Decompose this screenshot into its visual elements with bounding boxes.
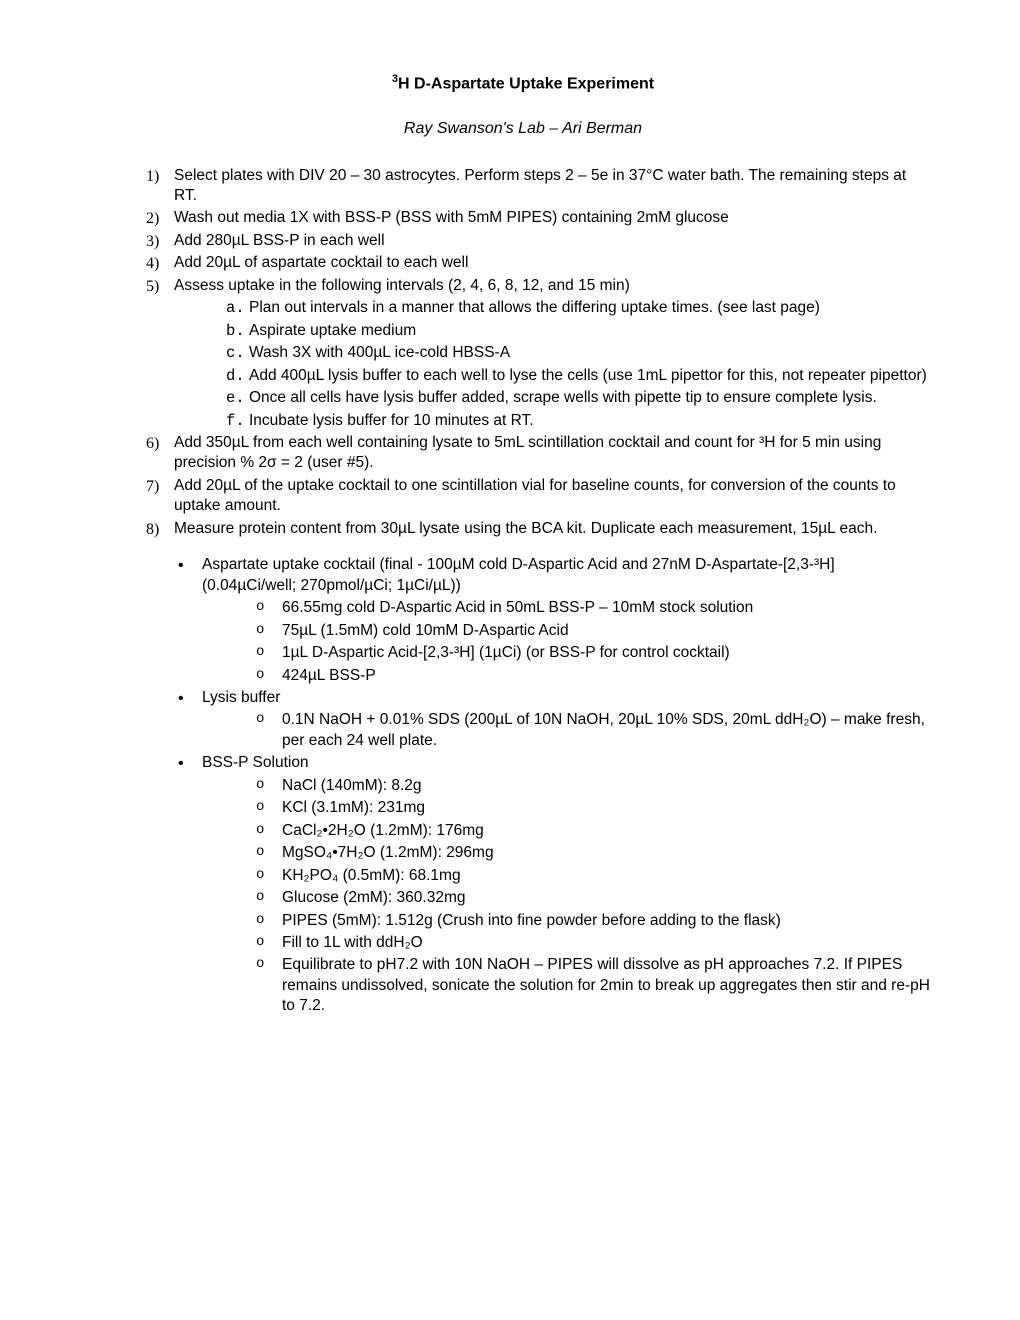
main-steps-list: Select plates with DIV 20 – 30 astrocyte…	[116, 166, 930, 540]
step-5-text: Assess uptake in the following intervals…	[174, 277, 630, 294]
title-text: H D-Aspartate Uptake Experiment	[398, 75, 654, 92]
cocktail-item-3: 424µL BSS-P	[252, 666, 930, 686]
document-title: 3H D-Aspartate Uptake Experiment	[116, 72, 930, 94]
step-8: Measure protein content from 30µL lysate…	[146, 519, 930, 539]
recipe-cocktail-items: 66.55mg cold D-Aspartic Acid in 50mL BSS…	[202, 598, 930, 686]
step-7: Add 20µL of the uptake cocktail to one s…	[146, 476, 930, 517]
document-subtitle: Ray Swanson's Lab – Ari Berman	[116, 118, 930, 139]
bssp-item-6: PIPES (5mM): 1.512g (Crush into fine pow…	[252, 911, 930, 931]
bssp-item-4: KH₂PO₄ (0.5mM): 68.1mg	[252, 866, 930, 886]
recipe-lysis-items: 0.1N NaOH + 0.01% SDS (200µL of 10N NaOH…	[202, 710, 930, 751]
bssp-item-0: NaCl (140mM): 8.2g	[252, 776, 930, 796]
substep-5f: Incubate lysis buffer for 10 minutes at …	[226, 411, 930, 431]
substep-5a: Plan out intervals in a manner that allo…	[226, 298, 930, 318]
step-2: Wash out media 1X with BSS-P (BSS with 5…	[146, 208, 930, 228]
cocktail-item-1: 75µL (1.5mM) cold 10mM D-Aspartic Acid	[252, 621, 930, 641]
step-4: Add 20µL of aspartate cocktail to each w…	[146, 253, 930, 273]
step-1: Select plates with DIV 20 – 30 astrocyte…	[146, 166, 930, 207]
step-6: Add 350µL from each well containing lysa…	[146, 433, 930, 474]
bssp-item-5: Glucose (2mM): 360.32mg	[252, 888, 930, 908]
recipes-list: Aspartate uptake cocktail (final - 100µM…	[116, 555, 930, 1017]
cocktail-item-2: 1µL D-Aspartic Acid-[2,3-³H] (1µCi) (or …	[252, 643, 930, 663]
substep-5e: Once all cells have lysis buffer added, …	[226, 388, 930, 408]
step-3: Add 280µL BSS-P in each well	[146, 231, 930, 251]
cocktail-item-0: 66.55mg cold D-Aspartic Acid in 50mL BSS…	[252, 598, 930, 618]
lysis-item-0: 0.1N NaOH + 0.01% SDS (200µL of 10N NaOH…	[252, 710, 930, 751]
bssp-item-3: MgSO₄•7H₂O (1.2mM): 296mg	[252, 843, 930, 863]
recipe-bssp: BSS-P Solution NaCl (140mM): 8.2g KCl (3…	[174, 753, 930, 1016]
recipe-cocktail: Aspartate uptake cocktail (final - 100µM…	[174, 555, 930, 686]
step-5: Assess uptake in the following intervals…	[146, 276, 930, 431]
page: 3H D-Aspartate Uptake Experiment Ray Swa…	[0, 0, 1020, 1320]
bssp-item-1: KCl (3.1mM): 231mg	[252, 798, 930, 818]
recipe-lysis-buffer: Lysis buffer 0.1N NaOH + 0.01% SDS (200µ…	[174, 688, 930, 751]
bssp-item-7: Fill to 1L with ddH₂O	[252, 933, 930, 953]
substep-5b: Aspirate uptake medium	[226, 321, 930, 341]
recipe-lysis-header: Lysis buffer	[202, 689, 280, 706]
substep-5d: Add 400µL lysis buffer to each well to l…	[226, 366, 930, 386]
recipe-cocktail-header: Aspartate uptake cocktail (final - 100µM…	[202, 556, 835, 593]
bssp-item-2: CaCl₂•2H₂O (1.2mM): 176mg	[252, 821, 930, 841]
substep-5c: Wash 3X with 400µL ice-cold HBSS-A	[226, 343, 930, 363]
step-5-substeps: Plan out intervals in a manner that allo…	[174, 298, 930, 431]
recipe-bssp-items: NaCl (140mM): 8.2g KCl (3.1mM): 231mg Ca…	[202, 776, 930, 1017]
recipe-bssp-header: BSS-P Solution	[202, 754, 309, 771]
bssp-item-8: Equilibrate to pH7.2 with 10N NaOH – PIP…	[252, 955, 930, 1016]
